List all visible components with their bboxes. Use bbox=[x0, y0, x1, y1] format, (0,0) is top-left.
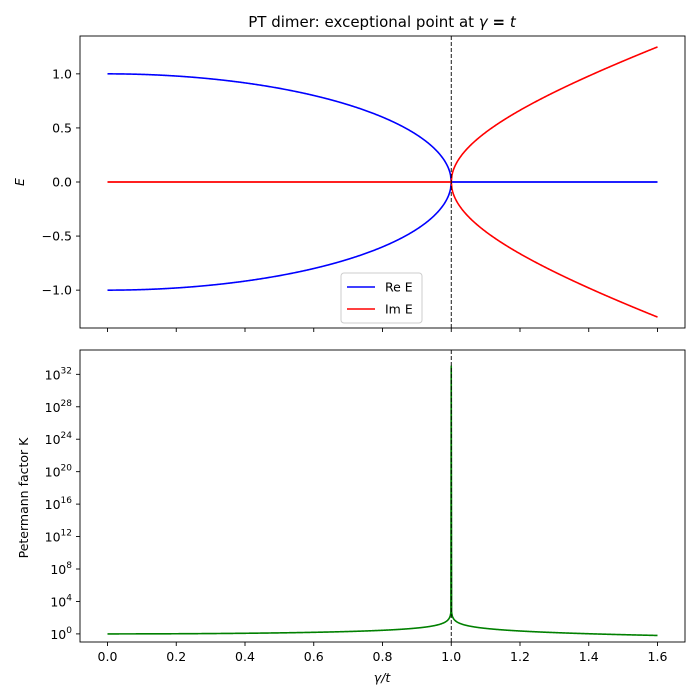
chart-title: PT dimer: exceptional point at γ = t bbox=[248, 13, 517, 31]
legend: Re E Im E bbox=[340, 272, 423, 324]
top-ytick-label: 0.5 bbox=[52, 120, 72, 135]
bottom-xtick-label: 0.4 bbox=[235, 649, 255, 664]
top-ylabel: E bbox=[12, 178, 27, 186]
bottom-xtick-label: 1.4 bbox=[579, 649, 599, 664]
bottom-xtick-label: 1.0 bbox=[441, 649, 461, 664]
bottom-ytick-label: 1032 bbox=[45, 366, 72, 382]
top-ytick-label: −0.5 bbox=[42, 229, 72, 244]
bottom-ylabel: Petermann factor K bbox=[16, 437, 31, 559]
top-ytick-label: 0.0 bbox=[52, 175, 72, 190]
bottom-series bbox=[107, 365, 658, 637]
bottom-axes-frame bbox=[79, 349, 686, 643]
top-series bbox=[107, 46, 658, 318]
top-ticks: −1.0 −0.5 0.0 0.5 1.0 bbox=[42, 66, 658, 332]
petermann-line bbox=[107, 365, 658, 637]
im-e-upper-line bbox=[107, 46, 658, 183]
bottom-xtick-label: 0.6 bbox=[304, 649, 324, 664]
bottom-ytick-label: 108 bbox=[50, 561, 72, 577]
legend-label: Re E bbox=[385, 280, 413, 295]
bottom-xtick-label: 1.2 bbox=[510, 649, 530, 664]
re-e-upper-line bbox=[107, 73, 658, 183]
im-e-lower-line bbox=[107, 181, 658, 318]
top-ytick-label: 1.0 bbox=[52, 66, 72, 81]
bottom-ytick-label: 104 bbox=[50, 593, 72, 609]
bottom-xtick-label: 1.6 bbox=[648, 649, 668, 664]
top-ytick-label: −1.0 bbox=[42, 283, 72, 298]
bottom-ytick-label: 1020 bbox=[45, 464, 73, 480]
bottom-panel: 0.0 0.2 0.4 0.6 0.8 1.0 1.2 1.4 1.6 100 104 108 1012… bbox=[16, 349, 686, 685]
bottom-ticks: 0.0 0.2 0.4 0.6 0.8 1.0 1.2 1.4 1.6 100 104 108 1012… bbox=[45, 366, 668, 664]
bottom-ytick-label: 1028 bbox=[45, 399, 73, 415]
top-panel: PT dimer: exceptional point at γ = t −1.… bbox=[12, 13, 686, 332]
bottom-xtick-label: 0.2 bbox=[166, 649, 186, 664]
bottom-ytick-label: 100 bbox=[50, 626, 72, 642]
bottom-xtick-label: 0.8 bbox=[373, 649, 393, 664]
legend-box bbox=[340, 272, 423, 324]
re-e-lower-line bbox=[107, 181, 658, 291]
bottom-ytick-label: 1012 bbox=[45, 529, 72, 545]
bottom-xtick-label: 0.0 bbox=[98, 649, 118, 664]
bottom-ytick-label: 1016 bbox=[45, 496, 73, 512]
bottom-xlabel: γ/t bbox=[374, 670, 392, 685]
bottom-ytick-label: 1024 bbox=[45, 431, 73, 447]
legend-label: Im E bbox=[385, 302, 413, 317]
